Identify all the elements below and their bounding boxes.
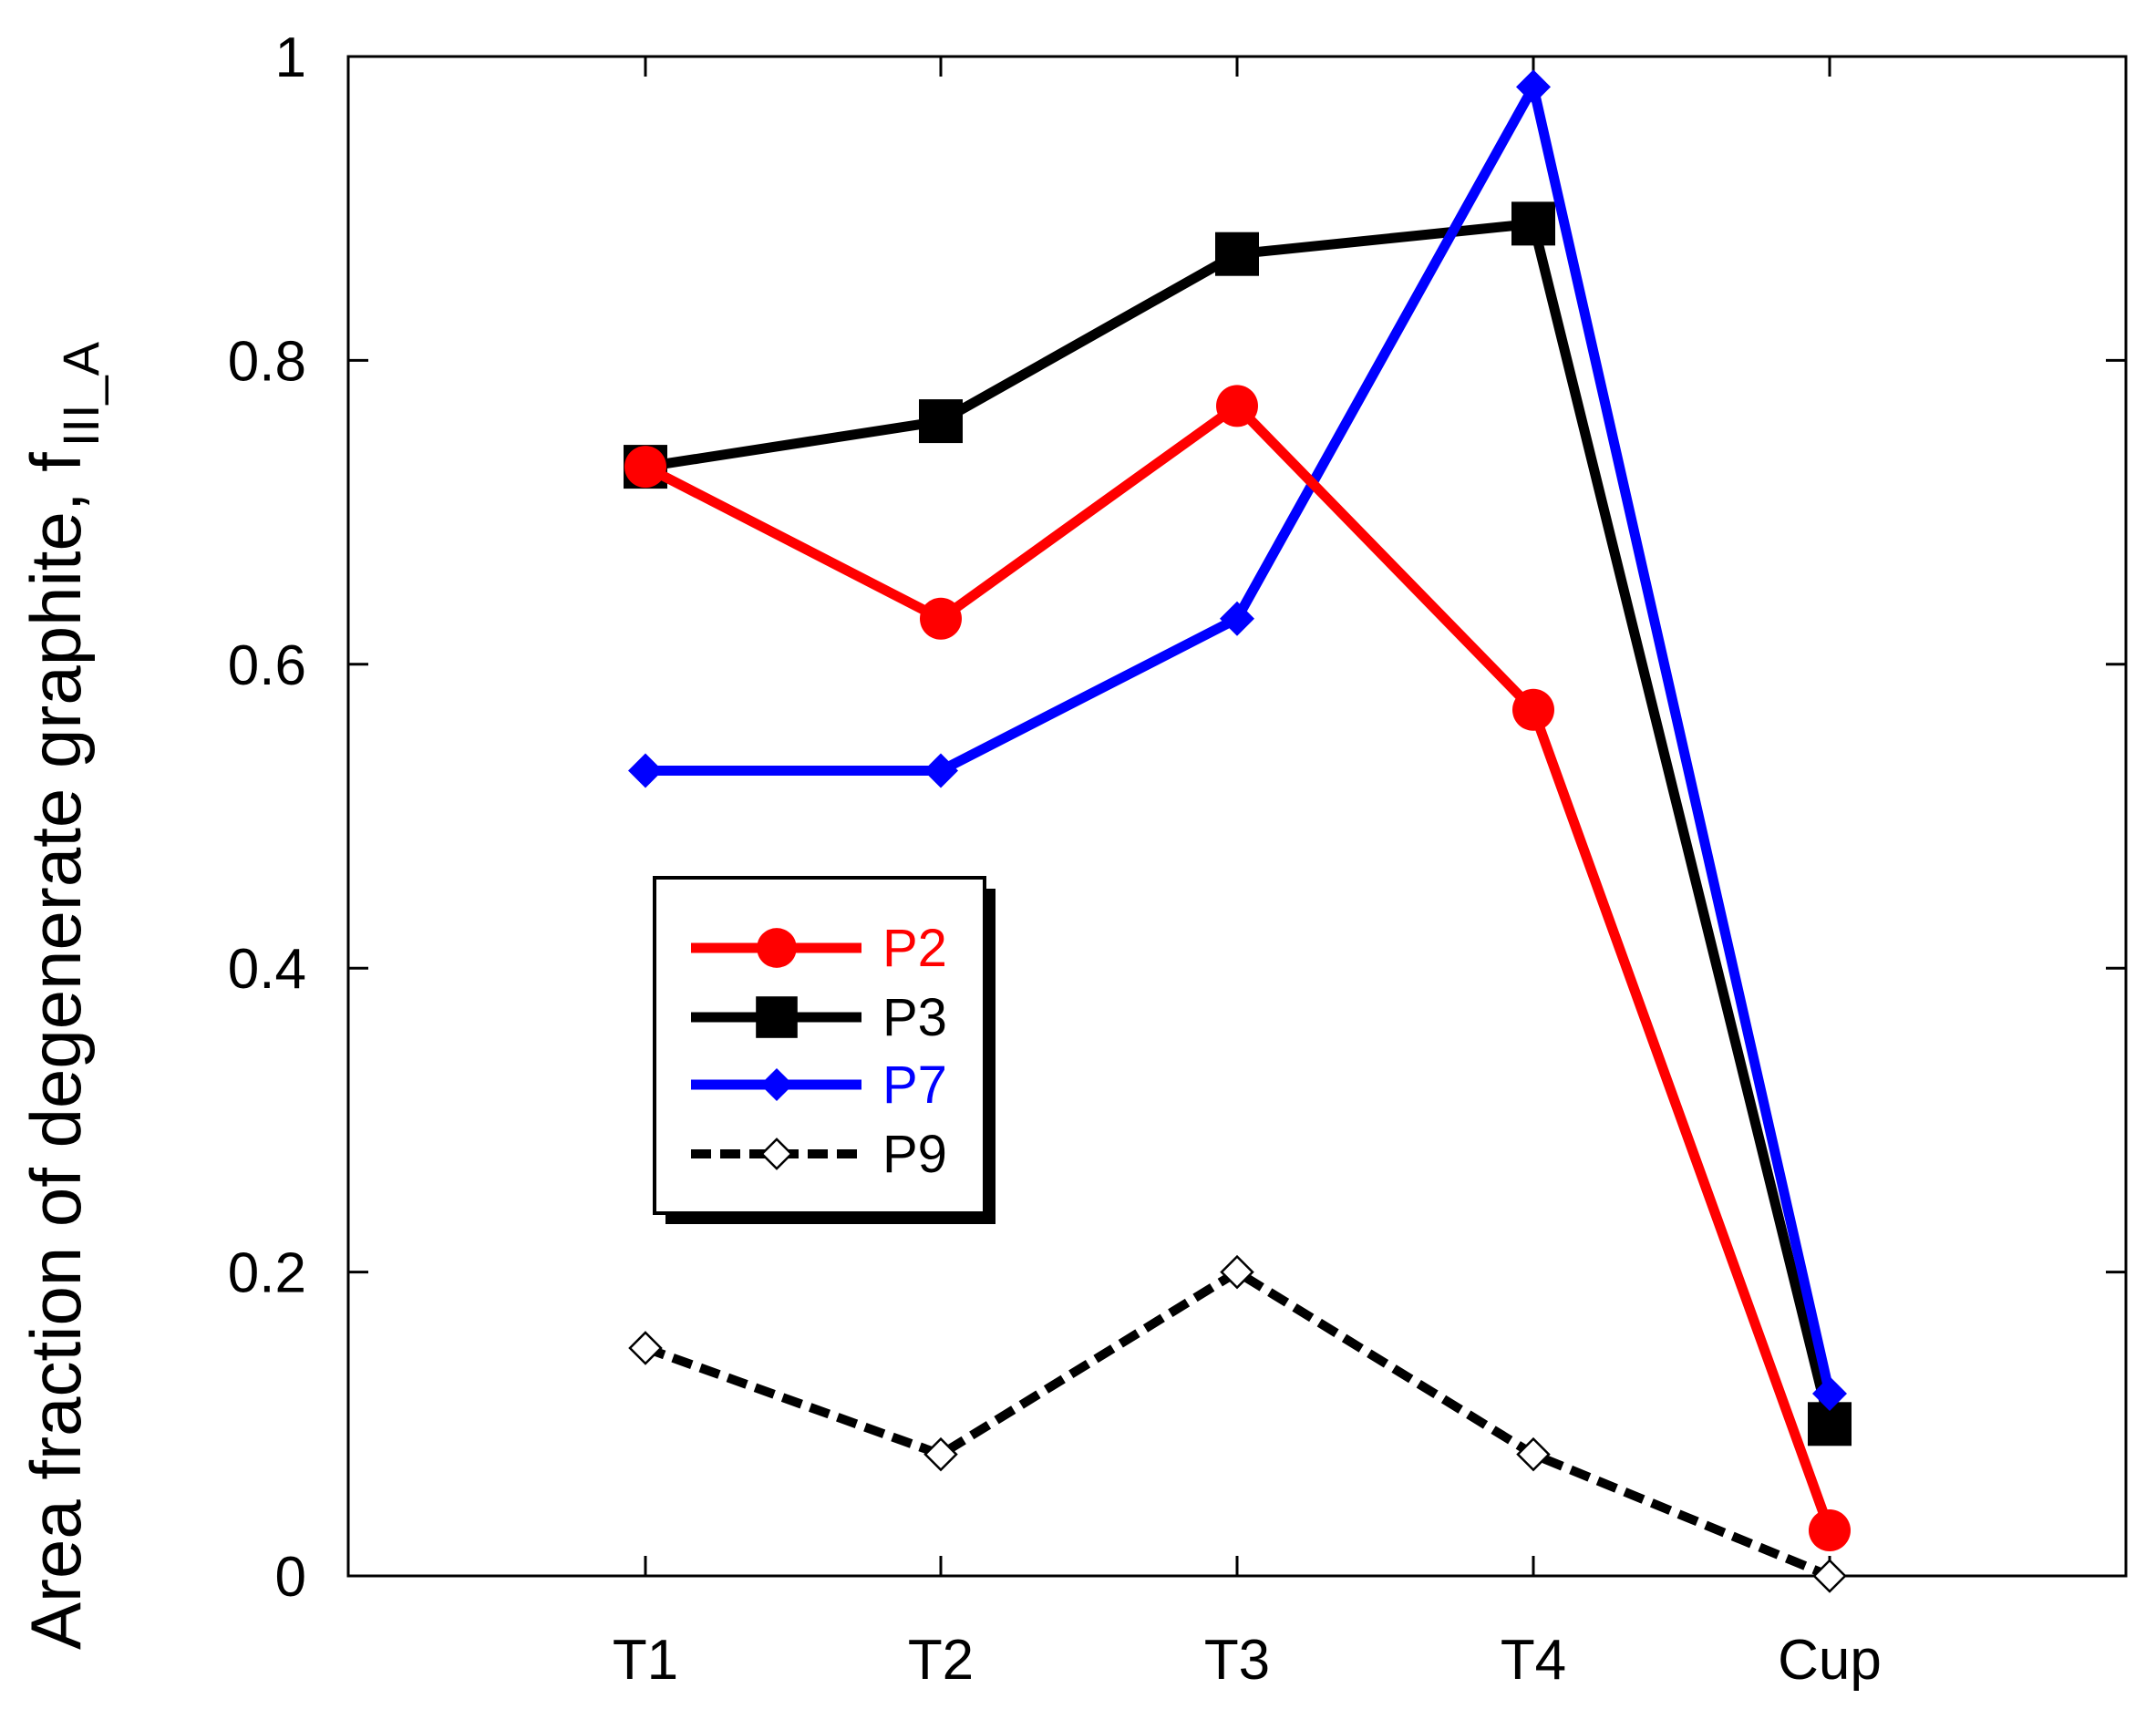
y-tick-label: 0: [275, 1546, 306, 1609]
data-point-square: [1511, 201, 1555, 246]
series-layer: [624, 69, 1852, 1593]
x-tick-label: T2: [908, 1629, 974, 1692]
x-tick-label: T3: [1204, 1629, 1270, 1692]
legend-label: P3: [882, 988, 947, 1047]
legend: P2 P3 P7 P9: [653, 876, 995, 1224]
data-point-diamond: [1812, 1375, 1847, 1411]
x-axis-ticks: T1 T2 T3 T4 Cup: [613, 57, 1882, 1692]
series-line-p9: [644, 1267, 1831, 1580]
data-point-circle: [920, 597, 962, 640]
y-tick-label: 0.6: [228, 634, 306, 697]
legend-label: P9: [882, 1125, 947, 1184]
data-point-circle: [1512, 688, 1554, 731]
legend-entry-p7: P7: [691, 1055, 947, 1115]
y-axis-ticks: 0 0.2 0.4 0.6 0.8 1: [228, 26, 2126, 1609]
legend-entry-p9: P9: [691, 1125, 947, 1184]
y-axis-title-subscript: III_A: [52, 341, 109, 447]
y-tick-label: 0.2: [228, 1242, 306, 1305]
data-point-square: [756, 996, 798, 1038]
data-point-circle: [624, 446, 666, 489]
legend-entry-p3: P3: [691, 988, 947, 1047]
y-axis-title: Area fraction of degenerate graphite, fI…: [15, 341, 109, 1650]
x-tick-label: T4: [1501, 1629, 1566, 1692]
data-point-circle: [1809, 1508, 1851, 1551]
data-point-diamond: [628, 753, 663, 788]
data-point-open-diamond: [923, 1436, 958, 1472]
data-point-diamond: [759, 1067, 794, 1102]
y-tick-label: 0.4: [228, 938, 306, 1001]
data-point-square: [1215, 232, 1259, 276]
series-p9: [628, 1254, 1847, 1593]
x-tick-label: T1: [613, 1629, 678, 1692]
data-point-diamond: [1516, 69, 1551, 105]
data-point-open-diamond: [1220, 1254, 1254, 1290]
data-point-open-diamond: [628, 1331, 663, 1365]
y-tick-label: 0.8: [228, 330, 306, 393]
legend-label: P2: [882, 919, 947, 978]
data-point-diamond: [1220, 601, 1254, 636]
x-tick-label: Cup: [1778, 1629, 1882, 1692]
series-p2: [624, 385, 1851, 1551]
data-point-square: [919, 399, 963, 444]
data-point-circle: [1216, 385, 1258, 427]
data-point-open-diamond: [760, 1138, 793, 1170]
plot-frame: [346, 55, 2128, 1578]
data-point-diamond: [923, 753, 958, 788]
data-point-circle: [757, 928, 797, 968]
data-point-open-diamond: [1516, 1436, 1551, 1472]
y-axis-title-main: Area fraction of degenerate graphite, f: [15, 452, 96, 1650]
y-tick-label: 1: [275, 26, 306, 89]
series-p7: [628, 69, 1847, 1411]
legend-label: P7: [882, 1055, 947, 1115]
legend-entry-p2: P2: [691, 919, 947, 978]
data-point-open-diamond: [1812, 1559, 1847, 1593]
